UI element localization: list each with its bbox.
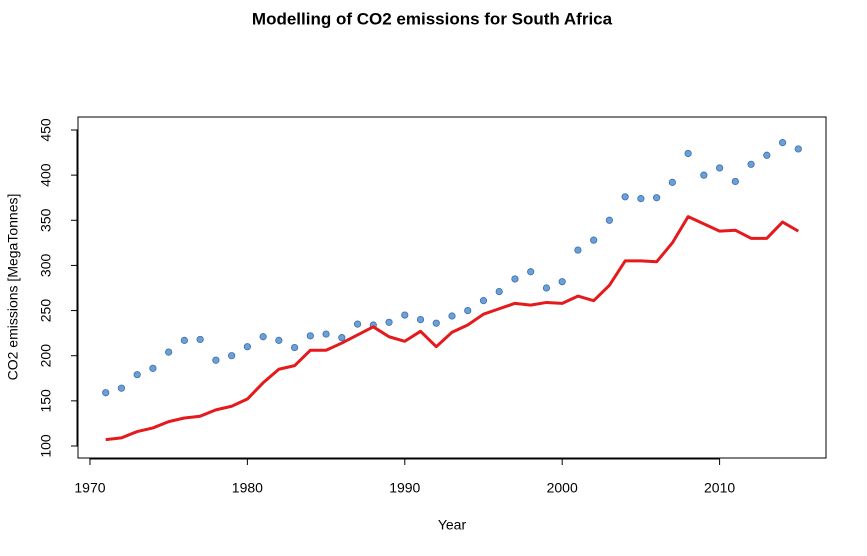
x-tick-label: 1980: [232, 480, 263, 496]
data-point: [763, 151, 771, 159]
x-axis-label: Year: [438, 517, 467, 533]
data-point: [778, 139, 787, 147]
data-point: [621, 193, 629, 201]
x-tick-label: 1990: [389, 480, 420, 496]
data-point: [212, 356, 220, 364]
chart-title: Modelling of CO2 emissions for South Afr…: [252, 9, 613, 28]
y-tick-label: 100: [38, 434, 54, 458]
data-point: [290, 343, 299, 352]
y-tick-label: 450: [38, 118, 54, 142]
data-point: [306, 332, 314, 340]
data-point: [731, 177, 739, 186]
data-point: [401, 311, 409, 319]
data-point: [275, 336, 283, 344]
data-point: [196, 335, 204, 344]
data-point: [180, 336, 189, 344]
data-point: [558, 278, 566, 286]
data-point: [322, 330, 330, 338]
data-point: [432, 319, 440, 327]
data-point: [700, 171, 708, 179]
data-point: [448, 312, 456, 320]
data-point: [511, 275, 519, 283]
data-point: [684, 149, 692, 158]
data-point: [605, 216, 614, 224]
x-tick-label: 1970: [74, 480, 105, 496]
data-point: [102, 389, 110, 397]
y-tick-label: 150: [38, 389, 54, 413]
data-point: [243, 343, 251, 351]
data-point: [542, 284, 551, 292]
data-point: [353, 320, 362, 328]
y-tick-label: 250: [38, 299, 54, 323]
data-point: [165, 348, 173, 356]
data-point: [637, 195, 645, 203]
y-tick-label: 200: [38, 344, 54, 368]
data-point: [259, 333, 267, 341]
data-point: [495, 288, 503, 296]
y-tick-label: 300: [38, 254, 54, 278]
data-point: [338, 334, 346, 342]
y-tick-label: 350: [38, 208, 54, 232]
data-point: [479, 297, 488, 305]
data-point: [527, 268, 535, 276]
data-point: [416, 315, 425, 324]
data-point: [590, 236, 598, 244]
data-point: [117, 384, 126, 392]
data-point: [794, 145, 802, 153]
data-point: [464, 306, 472, 315]
data-point: [149, 364, 157, 372]
data-point: [747, 160, 755, 168]
model-line: [105, 215, 800, 442]
x-tick-label: 2000: [547, 480, 578, 496]
y-tick-label: 400: [38, 163, 54, 187]
data-point: [574, 246, 582, 254]
data-point: [668, 178, 676, 186]
y-axis-label: CO2 emissions [MegaTonnes]: [5, 194, 21, 381]
data-point: [715, 164, 724, 172]
data-point: [385, 318, 393, 326]
data-point: [653, 194, 661, 202]
data-point: [228, 352, 236, 360]
plot-box: [77, 116, 827, 459]
data-point: [133, 371, 141, 379]
x-tick-label: 2010: [704, 480, 735, 496]
